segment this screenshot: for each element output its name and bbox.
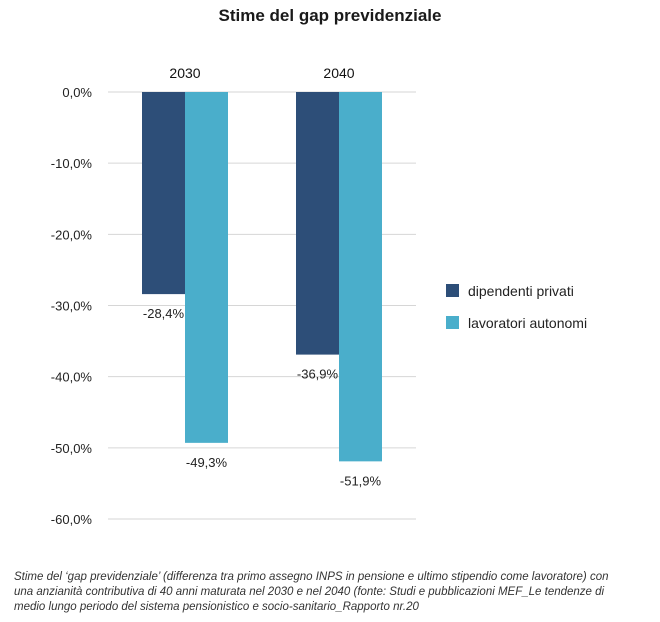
data-label: -51,9%: [340, 473, 382, 488]
bar-autonomi-2040: [339, 92, 382, 462]
y-tick-label: -40,0%: [51, 370, 93, 385]
y-tick-label: -60,0%: [51, 512, 93, 527]
y-tick-label: -50,0%: [51, 441, 93, 456]
bar-autonomi-2030: [185, 92, 228, 443]
data-label: -28,4%: [143, 306, 185, 321]
bar-chart: 0,0% -10,0% -20,0% -30,0% -40,0% -50,0% -60,0%…: [51, 65, 587, 527]
y-tick-label: -20,0%: [51, 227, 93, 242]
data-label: -49,3%: [186, 455, 228, 470]
bar-dipendenti-2030: [142, 92, 185, 295]
data-label: -36,9%: [297, 367, 339, 382]
y-tick-label: 0,0%: [62, 85, 92, 100]
legend-swatch: [446, 284, 459, 297]
category-label: 2040: [323, 65, 354, 81]
legend-label: dipendenti privati: [468, 283, 574, 299]
chart-caption: Stime del ‘gap previdenziale’ (differenz…: [14, 571, 609, 613]
chart-title: Stime del gap previdenziale: [218, 6, 442, 25]
bar-dipendenti-2040: [296, 92, 339, 355]
y-tick-label: -10,0%: [51, 156, 93, 171]
legend-label: lavoratori autonomi: [468, 315, 587, 331]
category-label: 2030: [169, 65, 200, 81]
legend-swatch: [446, 316, 459, 329]
y-tick-label: -30,0%: [51, 299, 93, 314]
